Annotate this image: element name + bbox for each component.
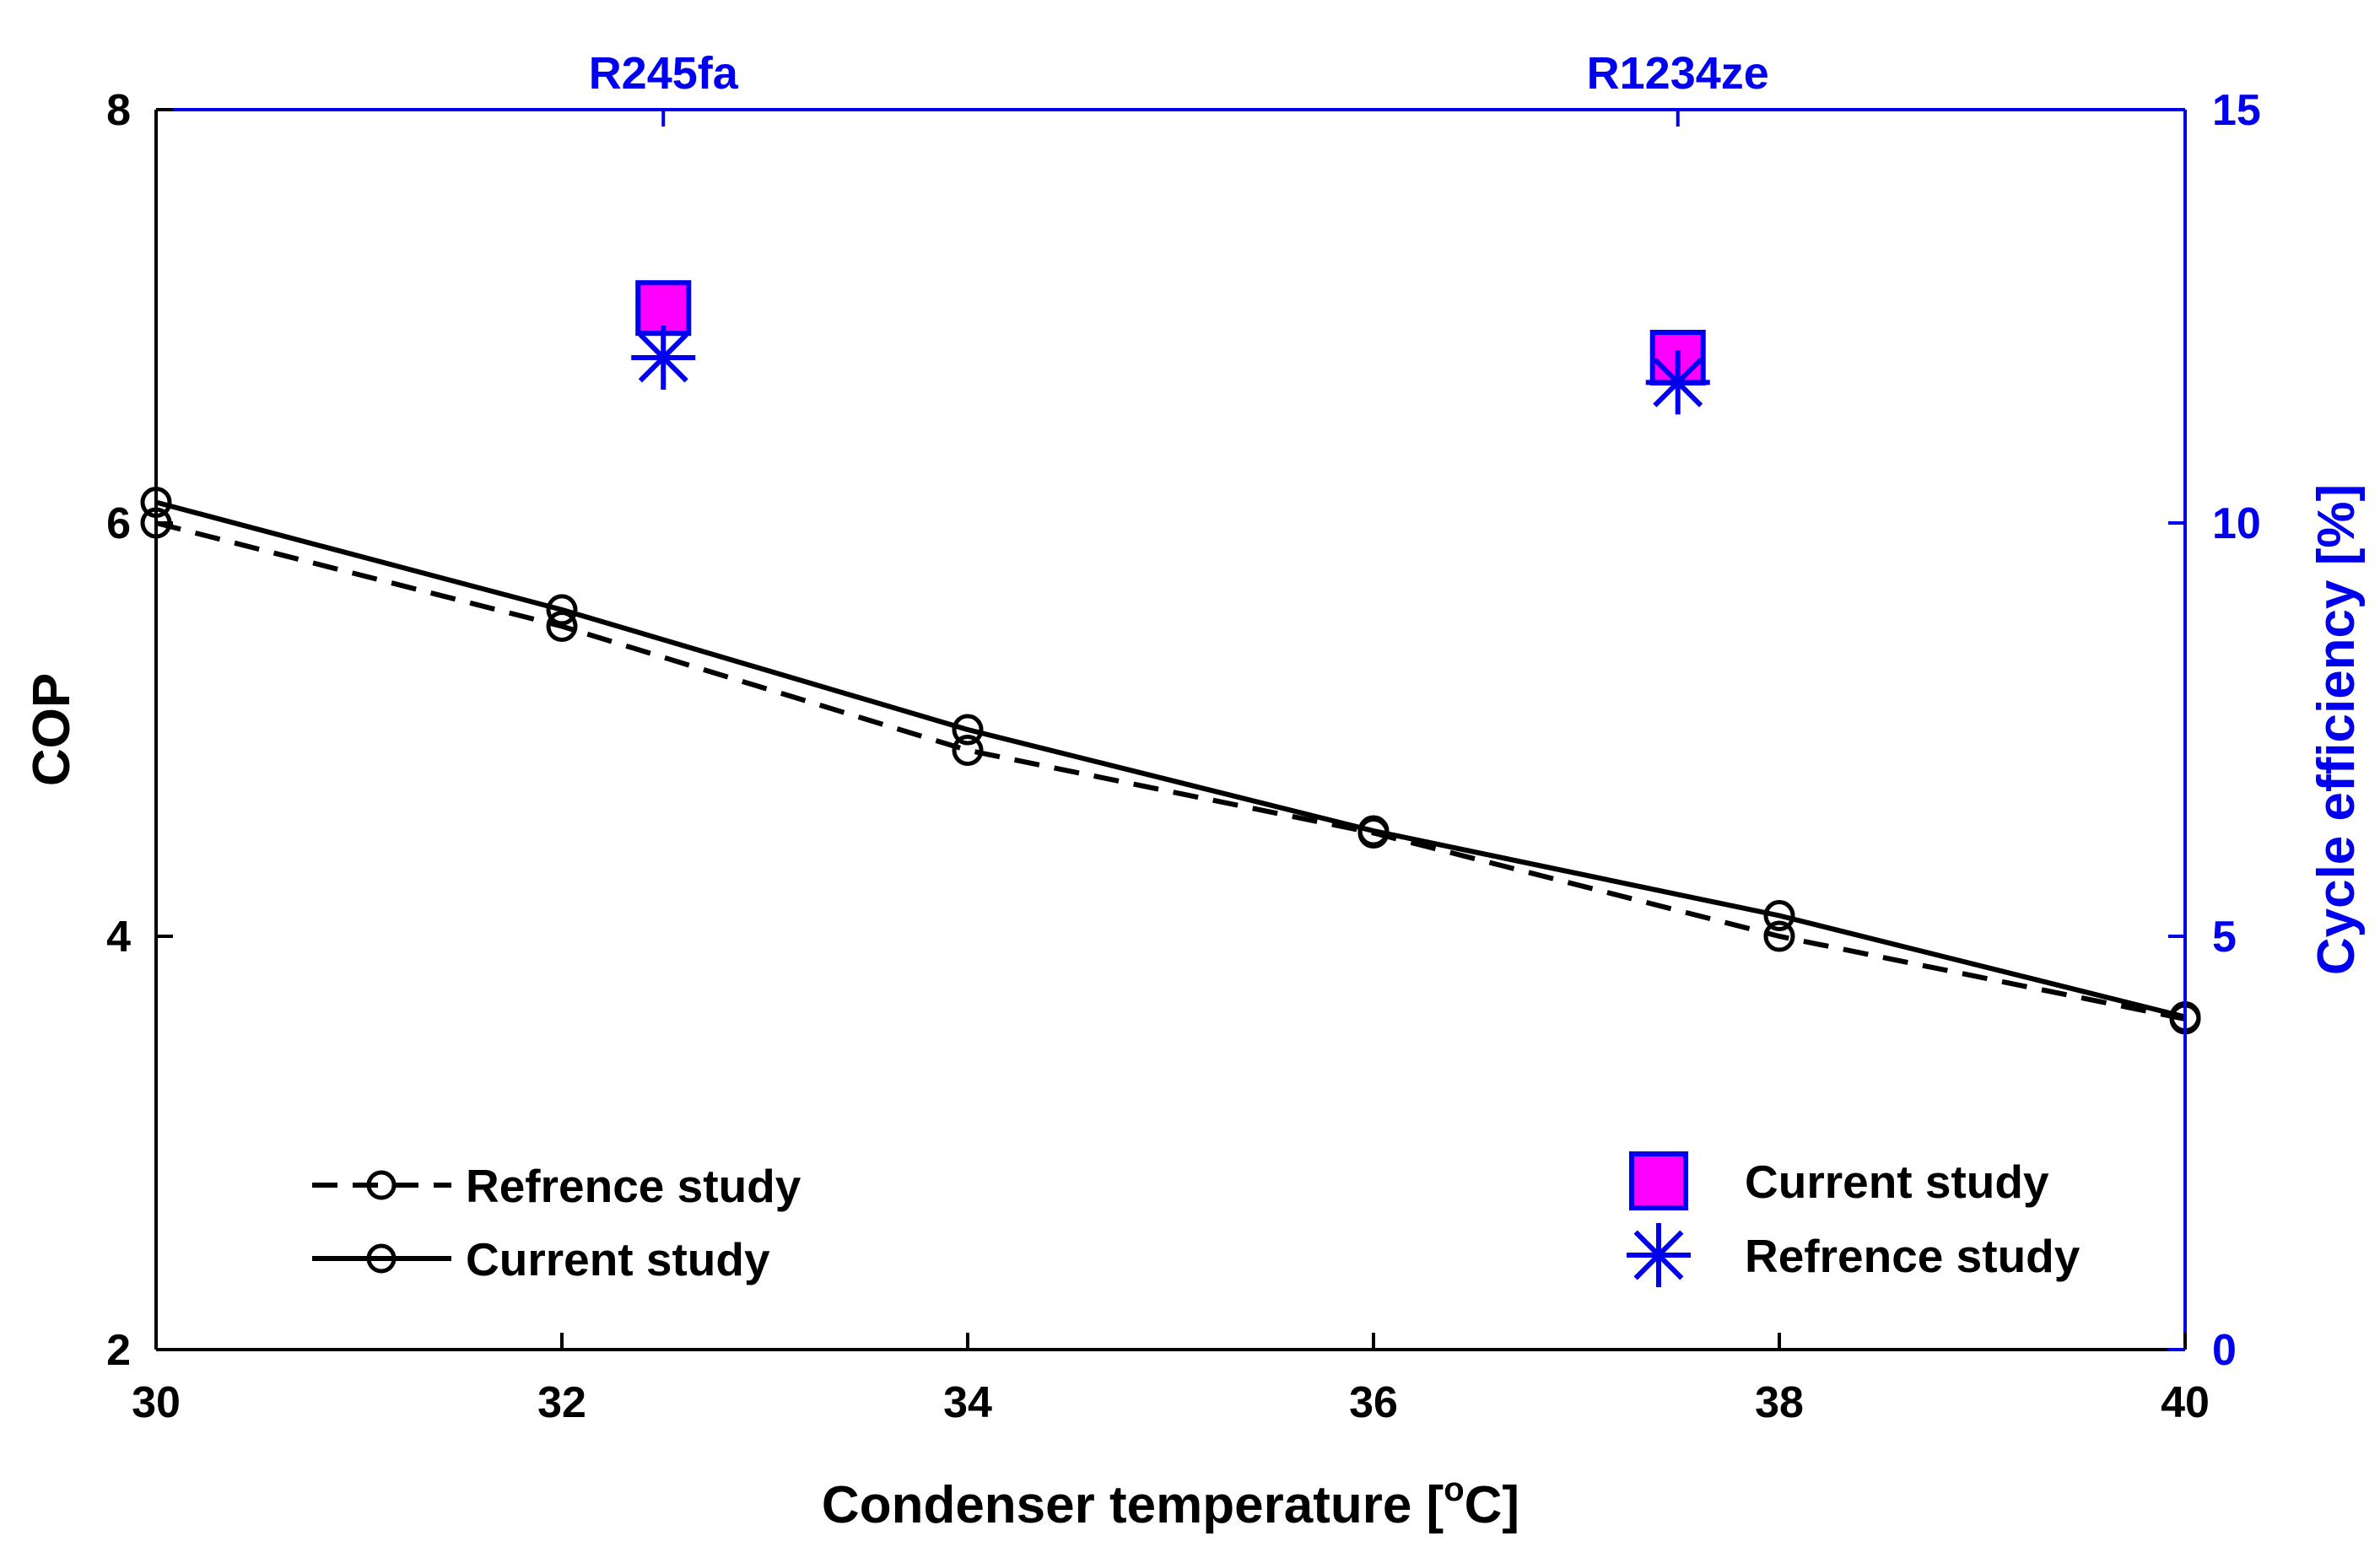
y-tick-label: 2 — [106, 1326, 131, 1375]
y2-tick-label: 10 — [2212, 499, 2261, 548]
series-0-point — [546, 611, 578, 642]
x-tick-label: 36 — [1349, 1378, 1398, 1427]
y-tick-label: 6 — [106, 499, 131, 548]
series-line-0 — [155, 520, 2186, 1021]
x-axis-title: Condenser temperature [oC] — [822, 1471, 1519, 1534]
legend-right-label-1: Refrence study — [1745, 1230, 2080, 1282]
top-label: R245fa — [589, 48, 739, 99]
series-line-1 — [155, 499, 2186, 1020]
legend-left-label-0: Refrence study — [466, 1160, 801, 1212]
plot-area — [140, 280, 2201, 1035]
y-tick-label: 4 — [106, 913, 131, 962]
x-tick-label: 32 — [537, 1378, 586, 1427]
series-1-point — [1763, 900, 1795, 931]
series-0-point — [1763, 920, 1795, 952]
y2-tick-label: 0 — [2212, 1326, 2237, 1375]
y2-tick-label: 15 — [2212, 86, 2261, 135]
legend-left: Refrence study Current study — [312, 1160, 801, 1285]
legend-left-marker-1 — [366, 1243, 397, 1274]
series-1-point — [952, 714, 984, 746]
y-tick-label: 8 — [106, 86, 131, 135]
series-1-point — [546, 594, 578, 626]
legend-right: Current study Refrence study — [1627, 1151, 2080, 1287]
legend-left-marker-0 — [366, 1170, 397, 1200]
y-axis-title: COP — [23, 673, 81, 786]
legend-right-label-0: Current study — [1745, 1156, 2049, 1208]
x-tick-label: 38 — [1755, 1378, 1804, 1427]
series-1-point — [1357, 815, 1390, 847]
series-3-asterisk-d2 — [1653, 357, 1703, 407]
series-3-asterisk-d2 — [638, 332, 688, 383]
top-label: R1234ze — [1587, 48, 1769, 99]
series-0-point — [952, 735, 984, 766]
x-tick-label: 40 — [2161, 1378, 2210, 1427]
y2-tick-label: 5 — [2212, 913, 2237, 962]
x-tick-label: 30 — [132, 1378, 181, 1427]
x-tick-label: 34 — [943, 1378, 992, 1427]
legend-left-label-1: Current study — [466, 1233, 770, 1285]
legend-right-asterisk — [1627, 1223, 1691, 1287]
legend-right-asterisk-d2 — [1633, 1230, 1684, 1280]
y2-axis-title: Cycle efficiency [%] — [2307, 484, 2366, 975]
axes: 30 32 34 36 38 40 2 4 6 8 0 5 10 15 R245fa R1234ze — [106, 48, 2261, 1427]
series-3-asterisk — [631, 326, 696, 390]
axis-labels: Condenser temperature [oC] COP Cycle effic… — [23, 484, 2366, 1534]
series-3-asterisk — [1645, 350, 1710, 415]
legend-right-square — [1629, 1151, 1688, 1210]
